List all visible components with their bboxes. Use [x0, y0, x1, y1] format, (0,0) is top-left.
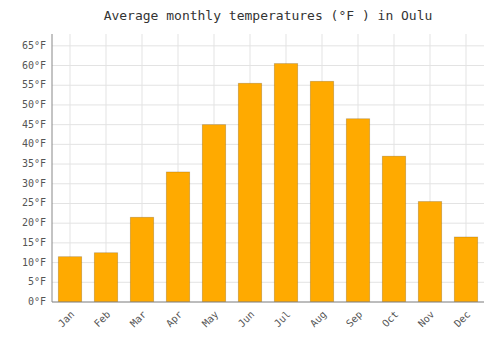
- y-tick-label: 65°F: [22, 40, 46, 51]
- x-tick-label: Feb: [92, 309, 113, 330]
- x-tick-label: Nov: [416, 309, 437, 330]
- y-grid-line: [52, 302, 484, 303]
- y-tick-label: 55°F: [22, 79, 46, 90]
- title: Average monthly temperatures (°F ) in Ou…: [104, 8, 433, 23]
- bar: [274, 64, 297, 302]
- bar: [310, 81, 333, 302]
- bar: [346, 119, 369, 302]
- bar: [382, 156, 405, 302]
- y-grid-line: [52, 65, 484, 66]
- bar: [454, 237, 477, 302]
- x-tick-label: Sep: [344, 309, 365, 330]
- x-tick-label: May: [200, 309, 221, 330]
- y-grid-line: [52, 164, 484, 165]
- bar: [166, 172, 189, 302]
- x-axis-line: [52, 302, 484, 303]
- x-tick-label: Mar: [128, 309, 149, 330]
- bar: [94, 253, 117, 302]
- y-grid-line: [52, 45, 484, 46]
- bar: [58, 257, 81, 302]
- y-grid-line: [52, 85, 484, 86]
- y-tick-label: 20°F: [22, 217, 46, 228]
- y-tick-label: 25°F: [22, 197, 46, 208]
- y-tick-label: 15°F: [22, 237, 46, 248]
- y-tick-label: 35°F: [22, 158, 46, 169]
- x-tick-label: Jun: [236, 309, 257, 330]
- bar: [130, 217, 153, 302]
- y-tick-label: 45°F: [22, 119, 46, 130]
- x-tick-label: Apr: [164, 309, 185, 330]
- y-grid-line: [52, 124, 484, 125]
- y-tick-label: 50°F: [22, 99, 46, 110]
- x-tick-label: Oct: [380, 309, 401, 330]
- y-tick-label: 60°F: [22, 60, 46, 71]
- bar: [418, 202, 441, 303]
- y-tick-label: 10°F: [22, 257, 46, 268]
- bar: [238, 83, 261, 302]
- grid: [52, 34, 484, 302]
- y-grid-line: [52, 144, 484, 145]
- x-tick-label: Jul: [272, 309, 293, 330]
- y-axis-line: [52, 34, 53, 302]
- y-tick-label: 0°F: [28, 296, 46, 307]
- axes: 0°F 5°F 10°F 15°F 20°F 25°F 30°F 35°F 40°F 45°F 50…: [22, 34, 484, 329]
- x-tick-label: Jan: [56, 309, 77, 330]
- bars: [58, 64, 477, 302]
- y-tick-label: 30°F: [22, 178, 46, 189]
- chart-container: 0°F 5°F 10°F 15°F 20°F 25°F 30°F 35°F 40°F 45°F 50…: [0, 0, 500, 350]
- chart: 0°F 5°F 10°F 15°F 20°F 25°F 30°F 35°F 40°F 45°F 50…: [0, 0, 500, 350]
- x-tick-label: Dec: [452, 309, 473, 330]
- y-grid-line: [52, 183, 484, 184]
- y-tick-label: 5°F: [28, 276, 46, 287]
- y-grid-line: [52, 104, 484, 105]
- x-tick-label: Aug: [308, 309, 329, 330]
- bar: [202, 125, 225, 302]
- y-tick-label: 40°F: [22, 138, 46, 149]
